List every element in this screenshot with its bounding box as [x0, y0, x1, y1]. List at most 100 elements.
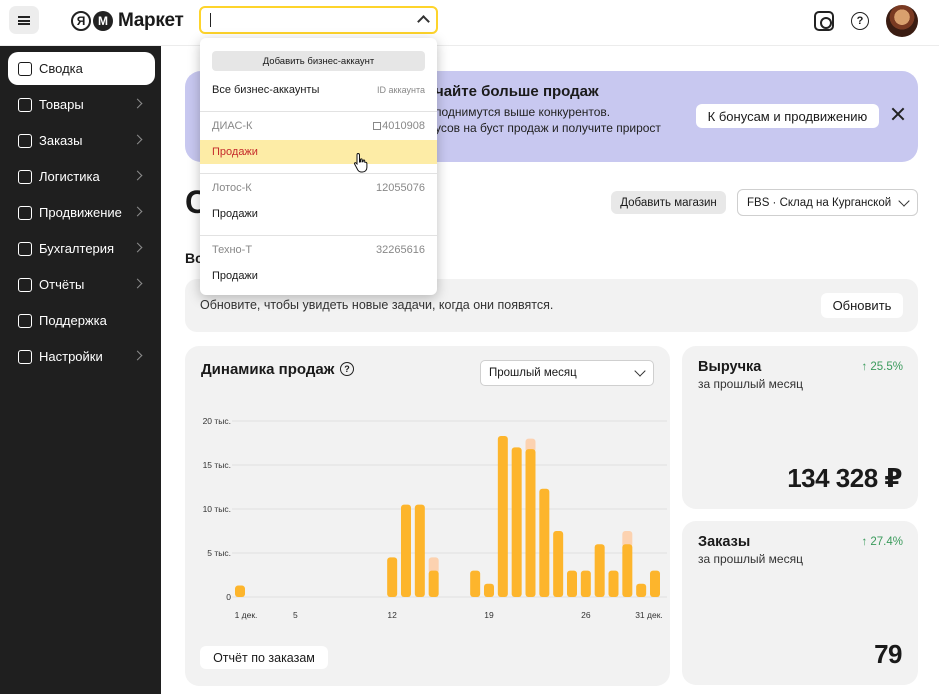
sidebar: Сводка Товары Заказы Логистика Продвижение Бу… [0, 46, 161, 694]
sidebar-item-label: Товары [39, 97, 84, 112]
revenue-card: Выручка за прошлый месяц ↑ 25.5% 134 328… [682, 346, 918, 509]
bar [497, 435, 508, 597]
shop-option-selected[interactable]: Продажи [200, 140, 437, 164]
account-id-value: 4010908 [382, 120, 425, 132]
sidebar-item-label: Бухгалтерия [39, 241, 115, 256]
y-tick-label: 5 тыс. [207, 548, 231, 558]
account-name: ДИАС-К [212, 120, 253, 132]
orders-value: 79 [874, 639, 902, 669]
sidebar-item-2[interactable]: Заказы [8, 124, 155, 157]
revenue-title: Выручка [698, 359, 762, 375]
section-title: Вс [185, 250, 203, 266]
y-tick-label: 10 тыс. [203, 504, 231, 514]
bar [594, 544, 605, 597]
hamburger-menu-button[interactable] [9, 6, 39, 34]
copy-icon[interactable] [373, 122, 382, 130]
bar-extra [622, 531, 633, 548]
x-tick-label: 26 [581, 610, 591, 620]
promo-line-2: усов на буст продаж и получите прирост [435, 121, 661, 135]
help-icon[interactable]: ? [340, 362, 354, 376]
sidebar-item-label: Настройки [39, 349, 103, 364]
x-tick-label: 19 [484, 610, 494, 620]
sidebar-item-5[interactable]: Бухгалтерия [8, 232, 155, 265]
chevron-down-icon [634, 365, 646, 377]
add-business-account-button[interactable]: Добавить бизнес-аккаунт [212, 51, 425, 71]
sidebar-item-icon [18, 169, 32, 184]
bar [650, 570, 660, 597]
bar [567, 570, 577, 597]
bar [387, 557, 398, 597]
revenue-delta: ↑ 25.5% [861, 361, 903, 373]
y-tick-label: 15 тыс. [203, 460, 231, 470]
chat-support-icon[interactable] [814, 11, 834, 31]
logo-ya-icon: Я [71, 11, 91, 31]
sidebar-item-8[interactable]: Настройки [8, 340, 155, 373]
divider [200, 235, 437, 236]
period-select[interactable]: Прошлый месяц [480, 360, 654, 386]
orders-delta: ↑ 27.4% [861, 536, 903, 548]
refresh-notice-text: Обновите, чтобы увидеть новые задачи, ко… [200, 298, 554, 312]
sidebar-item-6[interactable]: Отчёты [8, 268, 155, 301]
logo[interactable]: Я М Маркет [71, 9, 184, 33]
bonus-promotion-button[interactable]: К бонусам и продвижению [696, 104, 879, 128]
sidebar-item-4[interactable]: Продвижение [8, 196, 155, 229]
account-id: 32265616 [376, 244, 425, 256]
sidebar-item-3[interactable]: Логистика [8, 160, 155, 193]
sidebar-item-icon [18, 277, 32, 292]
chevron-up-icon[interactable] [417, 15, 430, 28]
orders-report-button[interactable]: Отчёт по заказам [200, 646, 328, 669]
sidebar-item-icon [18, 313, 32, 328]
chevron-right-icon [132, 350, 143, 361]
revenue-subtitle: за прошлый месяц [698, 377, 803, 391]
sidebar-item-7[interactable]: Поддержка [8, 304, 155, 337]
sidebar-item-icon [18, 97, 32, 112]
sidebar-item-label: Заказы [39, 133, 83, 148]
chevron-right-icon [132, 170, 143, 181]
sidebar-item-icon [18, 133, 32, 148]
top-bar: Я М Маркет ? [0, 0, 939, 46]
sidebar-item-icon [18, 349, 32, 364]
bar [525, 449, 536, 597]
avatar[interactable] [886, 5, 918, 37]
sidebar-item-1[interactable]: Товары [8, 88, 155, 121]
shop-option[interactable]: Продажи [212, 270, 258, 282]
hand-cursor-icon [353, 152, 368, 173]
bar [622, 544, 633, 597]
all-accounts-option[interactable]: Все бизнес-аккаунты [212, 84, 320, 96]
x-tick-label: 12 [387, 610, 397, 620]
close-icon[interactable] [891, 107, 905, 121]
y-tick-label: 0 [226, 592, 231, 602]
business-account-dropdown: Добавить бизнес-аккаунт Все бизнес-аккау… [200, 38, 437, 295]
sidebar-item-label: Логистика [39, 169, 100, 184]
help-icon[interactable]: ? [851, 12, 869, 30]
logo-m-icon: М [93, 11, 113, 31]
bar [636, 583, 647, 597]
period-select-value: Прошлый месяц [489, 367, 577, 379]
revenue-value: 134 328 ₽ [787, 463, 902, 493]
bar-extra [428, 557, 439, 574]
bar [553, 531, 564, 597]
shop-option[interactable]: Продажи [212, 208, 258, 220]
chevron-right-icon [132, 278, 143, 289]
account-id: 4010908 [373, 120, 425, 132]
chevron-down-icon [898, 195, 910, 207]
store-select[interactable]: FBS · Склад на Курганской [737, 189, 918, 216]
bar [470, 570, 481, 597]
x-tick-label: 5 [293, 610, 298, 620]
bar [608, 570, 619, 597]
chevron-right-icon [132, 242, 143, 253]
refresh-button[interactable]: Обновить [821, 293, 903, 318]
x-tick-label: 31 дек. [635, 610, 663, 620]
logo-text: Маркет [118, 10, 184, 31]
sales-title: Динамика продаж [201, 361, 335, 378]
chevron-right-icon [132, 206, 143, 217]
sales-dynamics-card: 0 5 тыс. 10 тыс. 15 тыс. 20 тыс. 1 дек. 5 12 19 2… [185, 346, 670, 686]
business-search-input[interactable] [199, 6, 438, 34]
add-store-button[interactable]: Добавить магазин [611, 191, 726, 214]
orders-card: Заказы за прошлый месяц ↑ 27.4% 79 [682, 521, 918, 685]
sidebar-item-0[interactable]: Сводка [8, 52, 155, 85]
account-id: 12055076 [376, 182, 425, 194]
text-caret [210, 13, 211, 27]
hamburger-icon [18, 15, 30, 25]
y-tick-label: 20 тыс. [203, 416, 231, 426]
